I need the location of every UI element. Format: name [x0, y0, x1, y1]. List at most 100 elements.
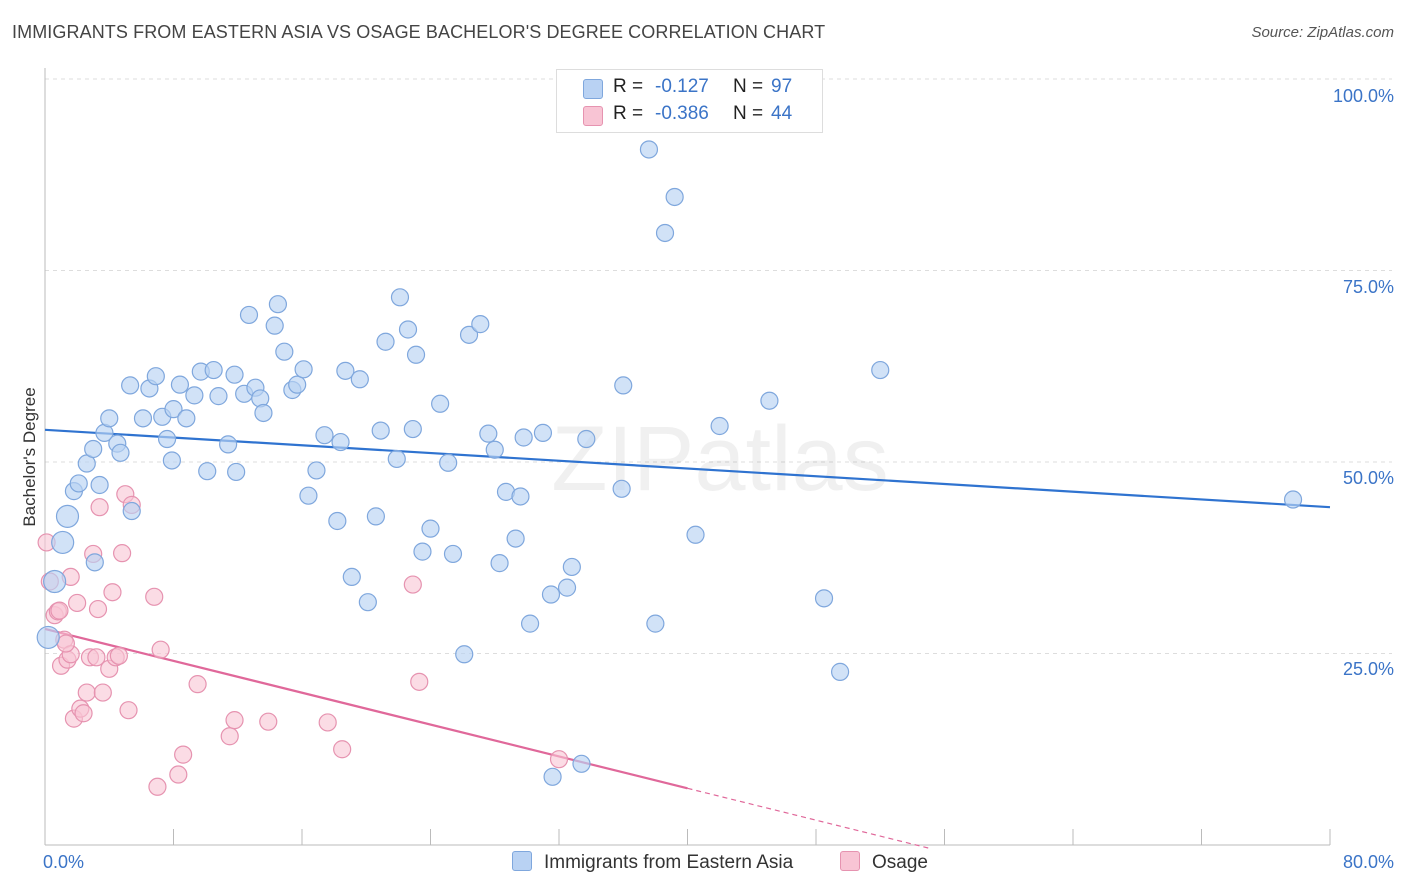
osage-point [77, 683, 96, 702]
eastern-asia-point [204, 360, 223, 380]
bottom-legend-swatch-pink [840, 851, 860, 871]
eastern-asia-point [366, 507, 385, 526]
eastern-asia-point [520, 614, 540, 633]
bottom-legend-pink: Osage [840, 851, 928, 874]
osage-point [68, 593, 87, 613]
eastern-asia-point [36, 625, 60, 650]
eastern-asia-point [639, 140, 659, 159]
osage-point [410, 672, 429, 691]
osage-point [87, 648, 106, 667]
eastern-asia-point [358, 593, 377, 612]
eastern-asia-point [455, 645, 474, 664]
eastern-asia-point [371, 421, 390, 440]
eastern-asia-point [350, 370, 369, 389]
eastern-asia-point [84, 439, 103, 459]
eastern-asia-point [239, 305, 259, 325]
eastern-asia-point [686, 525, 705, 544]
eastern-asia-point [1283, 490, 1303, 509]
legend-n-value: 44 [771, 103, 793, 124]
y-tick-25: 25.0% [1342, 659, 1394, 679]
eastern-asia-point [85, 553, 104, 572]
osage-point [333, 740, 352, 759]
osage-point [174, 745, 193, 764]
osage-point [188, 675, 207, 694]
eastern-asia-point [331, 432, 350, 452]
legend-swatch-blue [583, 79, 603, 99]
eastern-asia-point [55, 504, 80, 528]
chart-title: IMMIGRANTS FROM EASTERN ASIA VS OSAGE BA… [12, 22, 826, 42]
legend-box: R = -0.127 N = 97 R = -0.386 N = 44 [556, 69, 823, 133]
eastern-asia-point [209, 387, 228, 406]
osage-point [549, 750, 569, 769]
axes [44, 68, 1331, 846]
eastern-asia-point [275, 342, 294, 361]
eastern-asia-point [655, 223, 675, 243]
legend-r-value: -0.386 [655, 103, 709, 124]
osage-point [90, 498, 109, 517]
eastern-asia-point [413, 542, 432, 561]
legend-r-label: R = [613, 103, 644, 124]
osage-trend-extension [687, 787, 929, 849]
eastern-asia-point [514, 428, 533, 447]
eastern-asia-point [121, 376, 140, 395]
eastern-asia-point [830, 662, 850, 681]
osage-point [151, 640, 170, 659]
eastern-asia-point [814, 589, 834, 608]
eastern-asia-point [268, 295, 288, 314]
osage-point [93, 683, 112, 702]
eastern-asia-point [541, 585, 561, 604]
y-tick-75: 75.0% [1342, 277, 1394, 297]
eastern-asia-point [265, 316, 284, 335]
bottom-legend-swatch-blue [512, 851, 532, 871]
eastern-asia-point [43, 569, 67, 594]
eastern-asia-point [51, 530, 75, 555]
eastern-asia-point [198, 462, 217, 481]
bottom-legend-label-pink: Osage [872, 852, 928, 873]
eastern-asia-point [294, 360, 313, 379]
eastern-asia-point [533, 423, 553, 442]
eastern-asia-point [227, 462, 246, 482]
eastern-asia-point [562, 557, 581, 577]
osage-point [259, 712, 278, 731]
eastern-asia-point [146, 367, 165, 386]
eastern-asia-point [406, 345, 426, 364]
eastern-asia-point [328, 511, 347, 531]
eastern-asia-point [439, 453, 458, 472]
osage-point [112, 544, 132, 563]
osage-point [318, 713, 337, 732]
y-axis-label: Bachelor's Degree [20, 387, 39, 527]
eastern-asia-point [133, 409, 153, 428]
eastern-asia-point [342, 567, 361, 587]
legend-r-label: R = [613, 76, 644, 97]
gridlines [45, 78, 1392, 654]
eastern-asia-point [871, 360, 890, 380]
y-tick-100: 100.0% [1332, 86, 1394, 106]
eastern-asia-point [443, 544, 463, 564]
osage-trend-line [44, 627, 688, 790]
eastern-asia-point [387, 449, 406, 469]
osage-point [109, 646, 128, 665]
eastern-asia-point [111, 443, 130, 462]
eastern-asia-point [577, 429, 596, 449]
osage-point [169, 765, 188, 784]
eastern-asia-point [760, 391, 779, 410]
eastern-asia-point [710, 416, 729, 436]
eastern-asia-point [612, 479, 631, 498]
eastern-asia-point [390, 288, 410, 307]
eastern-asia-points [36, 140, 1303, 786]
eastern-asia-point [557, 578, 577, 597]
eastern-asia-point [398, 320, 418, 339]
eastern-asia-point [511, 487, 530, 506]
eastern-asia-point [157, 429, 177, 449]
eastern-asia-point [162, 451, 181, 470]
chart-source: Source: ZipAtlas.com [1251, 24, 1394, 41]
legend-swatch-pink [583, 106, 603, 126]
eastern-asia-point [177, 409, 196, 428]
eastern-asia-point [490, 554, 509, 573]
eastern-asia-point [479, 424, 498, 443]
eastern-asia-point [122, 501, 141, 521]
eastern-asia-point [421, 519, 440, 538]
eastern-asia-point [315, 426, 334, 445]
eastern-asia-point [665, 187, 684, 207]
